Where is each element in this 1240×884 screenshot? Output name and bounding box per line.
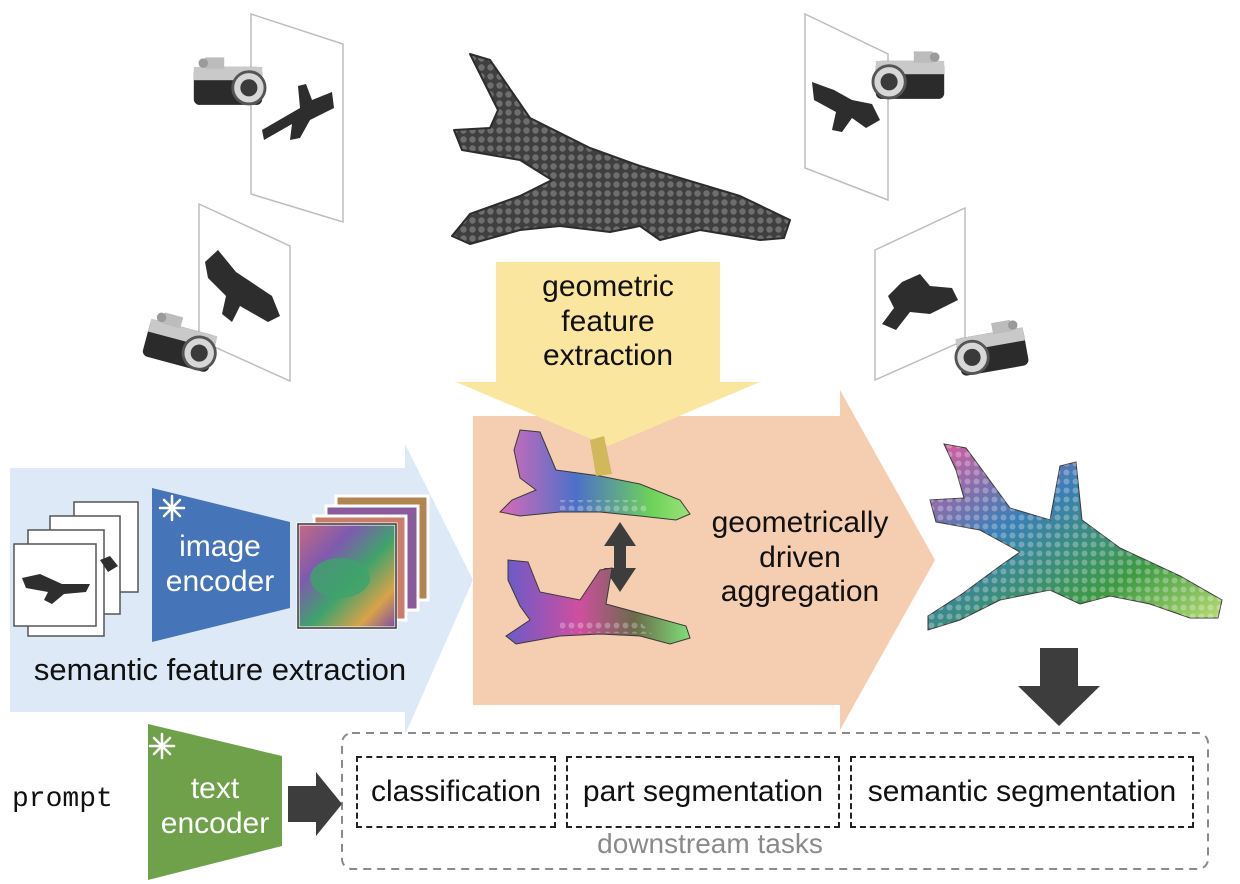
task-semantic-segmentation: semantic segmentation	[850, 756, 1194, 828]
geometric-arrow	[456, 262, 760, 446]
aggregation-label: geometrically driven aggregation	[711, 506, 889, 608]
output-segmented-airplane	[927, 443, 1223, 631]
colored-airplane-top	[498, 429, 691, 521]
camera-view-top-right	[804, 12, 946, 202]
colored-airplane-bottom	[505, 559, 691, 645]
snowflake-icon	[148, 732, 176, 760]
downstream-caption: downstream tasks	[597, 828, 823, 859]
prompt-text: prompt	[12, 784, 113, 815]
snowflake-icon	[158, 494, 186, 522]
double-arrow-icon	[604, 522, 636, 592]
geometric-feature-label: geometric feature extraction	[542, 270, 674, 372]
image-stack	[13, 501, 139, 637]
text-encoder-label: text encoder	[160, 772, 270, 840]
feature-map-stack	[296, 494, 430, 630]
camera-view-mid-left	[140, 202, 291, 383]
camera-view-top-left	[192, 12, 344, 224]
camera-view-mid-right	[874, 206, 1031, 382]
task-part-segmentation: part segmentation	[566, 756, 840, 828]
image-encoder	[152, 488, 290, 642]
text-encoder	[148, 724, 282, 880]
image-encoder-label: image encoder	[165, 530, 275, 598]
semantic-feature-caption: semantic feature extraction	[33, 652, 407, 687]
task-classification: classification	[356, 756, 556, 828]
point-cloud-airplane	[451, 53, 791, 245]
down-arrow-icon	[1018, 648, 1100, 726]
right-arrow-icon	[288, 772, 342, 836]
